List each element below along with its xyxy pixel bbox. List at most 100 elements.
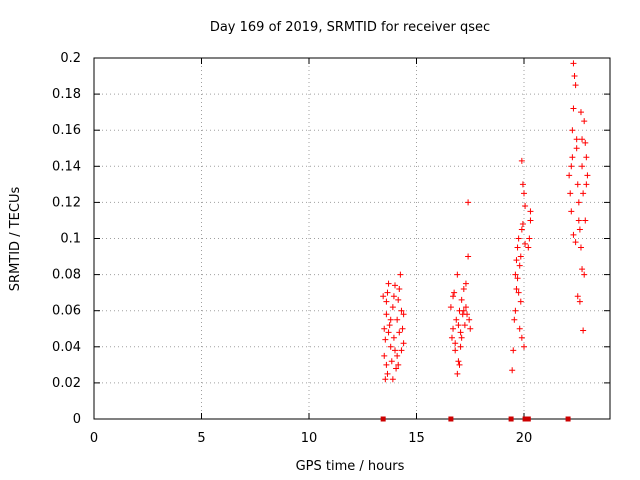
data-point — [398, 307, 405, 314]
data-point — [455, 322, 462, 329]
data-point — [387, 316, 394, 323]
data-point — [465, 199, 472, 206]
y-tick-label: 0 — [73, 412, 81, 427]
data-point — [569, 154, 576, 161]
data-point — [467, 325, 474, 332]
tick-layer: 0 0.02 0.04 0.06 0.08 0.1 0.12 0.14 0.16 0.18 0.2 0… — [52, 51, 610, 446]
data-point — [509, 367, 516, 374]
data-point — [579, 163, 586, 170]
data-point — [395, 296, 402, 303]
y-tick-label: 0.12 — [52, 195, 81, 210]
data-point — [400, 340, 407, 347]
data-point — [568, 208, 575, 215]
data-point — [393, 365, 400, 372]
data-point — [394, 316, 401, 323]
data-point — [521, 343, 527, 350]
data-point — [383, 311, 390, 318]
x-tick-label: 10 — [301, 431, 318, 446]
data-point — [570, 231, 577, 238]
data-point — [583, 154, 590, 161]
zero-point-marker — [565, 416, 571, 422]
data-point — [572, 239, 579, 246]
data-point — [527, 208, 534, 215]
data-point — [570, 60, 577, 67]
data-point — [519, 221, 526, 228]
y-tick-label: 0.2 — [60, 51, 81, 66]
data-point — [571, 73, 578, 80]
data-point — [515, 289, 522, 296]
data-point — [465, 253, 472, 260]
y-tick-label: 0.14 — [52, 159, 81, 174]
data-point — [397, 271, 404, 278]
data-point — [458, 334, 465, 341]
data-point — [525, 244, 532, 251]
x-tick-label: 20 — [516, 431, 533, 446]
grid-layer — [94, 58, 610, 419]
data-point — [584, 172, 591, 179]
plot-frame — [93, 57, 611, 420]
data-point — [455, 358, 462, 365]
data-point — [457, 343, 464, 350]
data-point — [460, 307, 467, 314]
data-point — [464, 311, 471, 318]
data-point — [395, 361, 402, 368]
zero-point-marker — [522, 416, 528, 422]
data-point — [583, 181, 590, 188]
data-point — [580, 190, 587, 197]
y-axis-label: SRMTID / TECUs — [8, 187, 23, 292]
data-point — [447, 304, 454, 311]
data-point — [385, 280, 392, 287]
data-point — [383, 361, 390, 368]
data-point — [512, 307, 519, 314]
data-point — [522, 240, 529, 247]
data-point — [386, 322, 393, 329]
x-axis-label: GPS time / hours — [296, 459, 405, 474]
data-point — [577, 109, 584, 116]
y-tick-label: 0.02 — [52, 376, 81, 391]
data-point — [518, 157, 525, 164]
data-point — [517, 298, 524, 305]
data-point — [514, 244, 521, 251]
data-point — [462, 280, 469, 287]
data-point — [518, 334, 525, 341]
data-point — [456, 361, 463, 368]
data-point — [454, 271, 461, 278]
data-point — [516, 262, 523, 269]
data-point — [582, 139, 589, 146]
data-point — [576, 298, 583, 305]
data-point — [510, 347, 517, 354]
data-point — [396, 329, 403, 336]
x-tick-label: 5 — [197, 431, 205, 446]
data-point — [380, 293, 387, 300]
data-point — [579, 266, 586, 273]
data-point — [568, 163, 575, 170]
data-point — [452, 340, 459, 347]
data-point — [385, 329, 392, 336]
y-tick-label: 0.16 — [52, 123, 81, 138]
data-point — [398, 347, 405, 354]
data-point — [390, 334, 397, 341]
data-point — [461, 322, 468, 329]
data-point — [382, 376, 389, 383]
data-point — [384, 289, 391, 296]
data-point — [381, 352, 388, 359]
y-tick-label: 0.18 — [52, 87, 81, 102]
data-point — [450, 293, 457, 300]
data-point — [452, 347, 459, 354]
x-tick-label: 0 — [90, 431, 98, 446]
y-tick-label: 0.06 — [52, 304, 81, 319]
data-point — [515, 235, 522, 242]
data-point — [519, 181, 526, 188]
zero-point-marker — [380, 416, 386, 422]
data-point — [400, 311, 407, 318]
data-point — [460, 286, 467, 293]
y-tick-label: 0.08 — [52, 268, 81, 283]
data-point — [576, 226, 583, 233]
data-point — [390, 293, 397, 300]
data-point — [399, 325, 406, 332]
data-point — [572, 82, 579, 89]
data-point — [396, 286, 403, 293]
data-point — [526, 235, 533, 242]
data-point — [569, 127, 576, 134]
